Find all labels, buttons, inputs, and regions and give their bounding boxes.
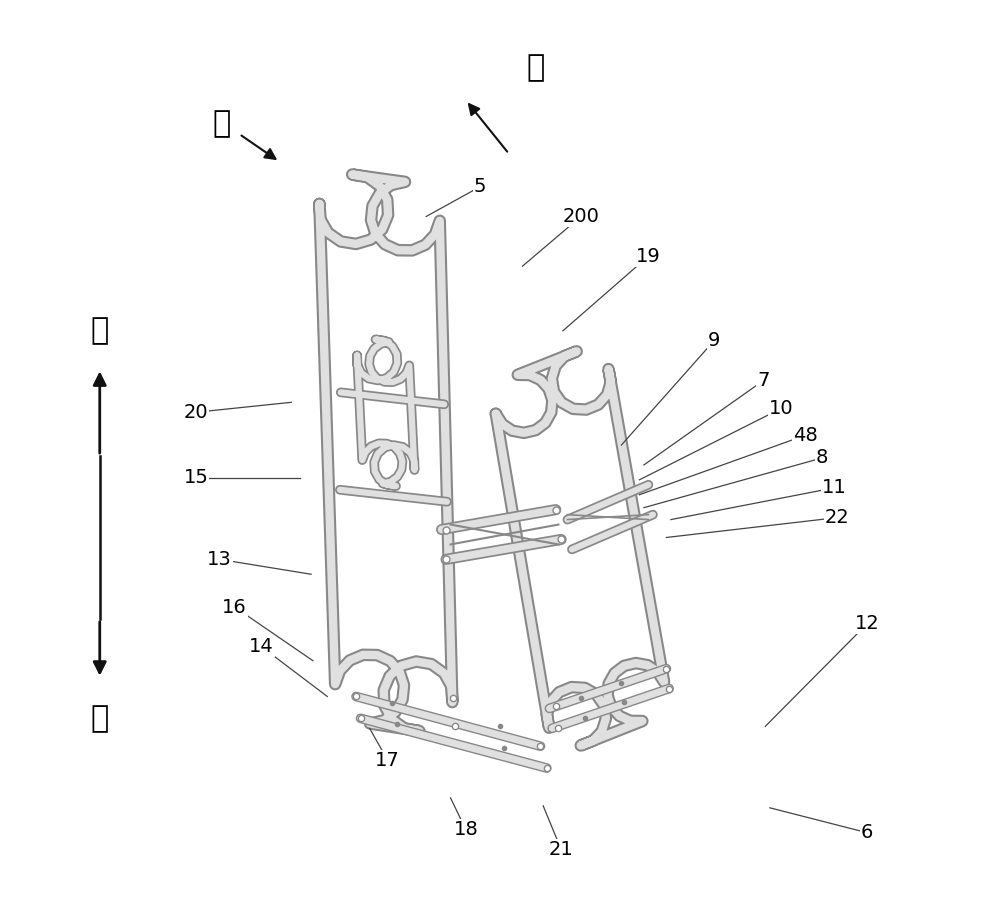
Text: 200: 200 xyxy=(563,207,599,226)
Text: 9: 9 xyxy=(708,331,720,350)
Text: 上: 上 xyxy=(91,316,109,345)
Text: 19: 19 xyxy=(636,247,661,266)
Text: 10: 10 xyxy=(769,399,794,418)
Text: 11: 11 xyxy=(822,478,847,497)
Text: 16: 16 xyxy=(222,597,247,616)
Text: 18: 18 xyxy=(453,820,478,839)
Text: 20: 20 xyxy=(184,403,208,422)
Text: 14: 14 xyxy=(249,637,274,656)
Text: 下: 下 xyxy=(91,704,109,733)
Text: 右: 右 xyxy=(212,110,230,138)
Text: 7: 7 xyxy=(757,371,770,390)
Text: 5: 5 xyxy=(474,177,486,196)
Text: 6: 6 xyxy=(861,824,873,843)
Text: 13: 13 xyxy=(207,550,232,569)
Text: 21: 21 xyxy=(549,840,574,859)
Text: 左: 左 xyxy=(527,52,545,81)
Text: 22: 22 xyxy=(825,508,850,527)
Text: 12: 12 xyxy=(855,614,879,633)
Text: 17: 17 xyxy=(375,750,400,769)
Text: 8: 8 xyxy=(816,449,828,468)
Text: 48: 48 xyxy=(793,425,818,444)
Text: 15: 15 xyxy=(184,469,208,488)
